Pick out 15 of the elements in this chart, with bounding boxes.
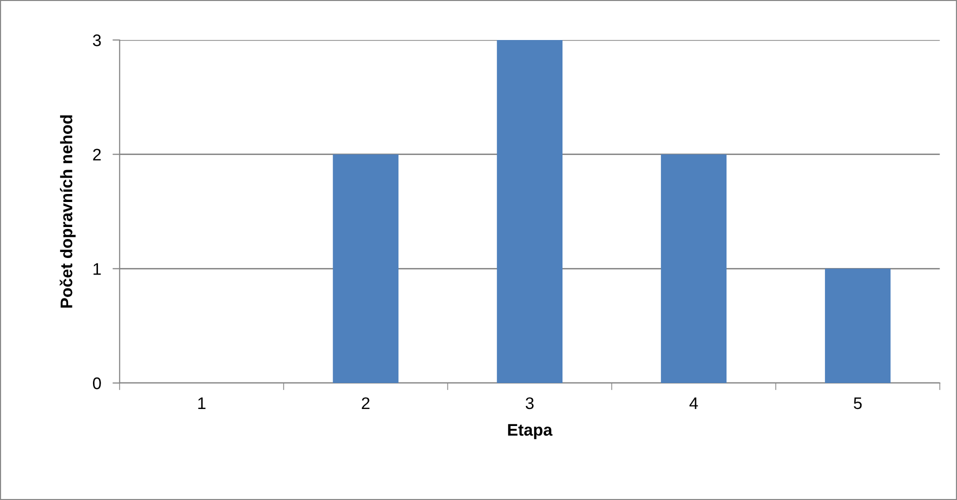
bar [332,154,398,383]
x-tick-label: 4 [689,398,698,409]
y-tick-label: 3 [92,34,101,46]
x-axis-title: Etapa [508,424,552,440]
x-tick-label: 2 [362,397,370,409]
bar [496,40,563,383]
x-tick-label: 5 [854,398,862,410]
y-tick-label: 0 [92,377,101,390]
bar [824,268,891,383]
x-tick-label: 1 [198,398,206,409]
bar [660,154,727,383]
y-tick-label: 2 [93,148,101,160]
y-tick-label: 1 [94,263,101,275]
y-axis-title: Počet dopravních nehod [60,115,76,308]
x-tick-label: 3 [526,397,534,410]
